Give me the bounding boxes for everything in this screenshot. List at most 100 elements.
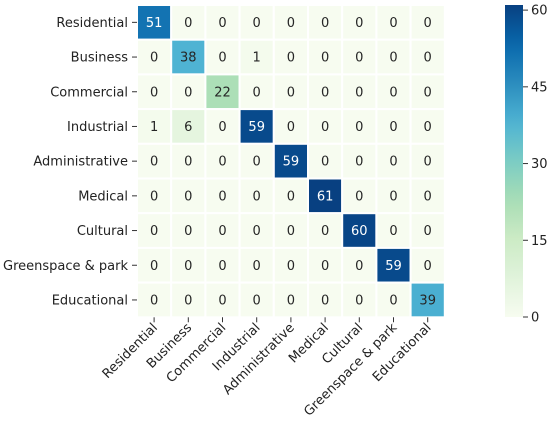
cell-value-label: 22: [214, 85, 231, 100]
cell-value-label: 51: [146, 16, 163, 31]
cell-value-label: 0: [218, 16, 226, 31]
cell-value-label: 0: [253, 293, 261, 308]
cell-value-label: 0: [287, 85, 295, 100]
cell-value-label: 0: [355, 155, 363, 170]
cell-value-label: 0: [389, 189, 397, 204]
cell-value-label: 0: [321, 16, 329, 31]
heatmap-cell: [341, 38, 378, 76]
cell-value-label: 0: [184, 224, 192, 239]
cell-value-label: 0: [355, 189, 363, 204]
cell-value-label: 0: [218, 293, 226, 308]
heatmap-cell: [341, 281, 378, 319]
heatmap-cell: [307, 177, 344, 215]
cell-value-label: 0: [321, 120, 329, 135]
cell-value-label: 0: [389, 155, 397, 170]
cell-value-label: 59: [385, 259, 402, 274]
heatmap-cell: [341, 212, 378, 249]
heatmap-cell: [307, 246, 344, 284]
cell-value-label: 0: [355, 51, 363, 66]
cell-value-label: 0: [424, 51, 432, 66]
heatmap-cell: [136, 73, 173, 111]
heatmap-cell: [409, 108, 446, 145]
cell-value-label: 39: [419, 293, 436, 308]
cell-value-label: 0: [218, 224, 226, 239]
cell-value-label: 0: [150, 293, 158, 308]
heatmap-cell: [170, 281, 207, 319]
cell-value-label: 0: [389, 51, 397, 66]
heatmap-cell: [272, 177, 309, 215]
cell-value-label: 0: [389, 120, 397, 135]
cell-value-label: 0: [389, 85, 397, 100]
cell-value-label: 0: [253, 16, 261, 31]
cell-value-label: 0: [150, 259, 158, 274]
cell-value-label: 0: [150, 224, 158, 239]
row-label: Greenspace & park: [3, 259, 128, 274]
cell-value-label: 0: [424, 259, 432, 274]
colorbar-tick-label: 15: [531, 234, 548, 249]
row-label: Administrative: [33, 155, 128, 170]
cell-value-label: 0: [253, 155, 261, 170]
cell-value-label: 0: [321, 51, 329, 66]
cell-value-label: 6: [184, 120, 192, 135]
row-label: Industrial: [67, 120, 128, 135]
cell-value-label: 0: [355, 120, 363, 135]
cell-value-label: 0: [355, 293, 363, 308]
cell-value-label: 0: [287, 16, 295, 31]
colorbar: 0 15 30 45 60: [505, 4, 548, 326]
cell-value-label: 0: [355, 259, 363, 274]
row-labels: Residential Business Commercial Industrial A…: [3, 16, 137, 308]
cell-value-label: 0: [424, 120, 432, 135]
heatmap-cell: [409, 73, 446, 111]
cell-value-label: 0: [389, 293, 397, 308]
row-label: Business: [71, 51, 129, 66]
cell-value-label: 0: [150, 189, 158, 204]
cell-value-label: 0: [218, 120, 226, 135]
cell-value-label: 0: [184, 259, 192, 274]
cell-value-label: 0: [184, 155, 192, 170]
cell-value-label: 60: [351, 224, 368, 239]
heatmap-cell: [272, 212, 309, 249]
heatmap-cell: [272, 73, 309, 111]
cell-value-label: 0: [355, 16, 363, 31]
cell-value-label: 0: [287, 224, 295, 239]
heatmap-cell: [409, 281, 446, 319]
heatmap-cell: [375, 38, 412, 76]
cell-value-label: 0: [253, 189, 261, 204]
heatmap-cell: [375, 4, 412, 41]
cell-value-label: 0: [355, 85, 363, 100]
heatmap-cell: [409, 246, 446, 284]
cell-value-label: 0: [389, 224, 397, 239]
cell-value-label: 0: [321, 224, 329, 239]
colorbar-tick-label: 45: [531, 80, 548, 95]
row-label: Medical: [78, 189, 128, 204]
heatmap-cell: [272, 246, 309, 284]
colorbar-tick-label: 60: [531, 4, 548, 19]
heatmap-cells: 51 0 0 0 0 0 0 0 00 38 0 1 0 0 0 0 00 0 22 0 0 0 0 0 01 6 0 59 0 0 0 0 0…: [136, 4, 446, 319]
cell-value-label: 0: [150, 51, 158, 66]
cell-value-label: 1: [253, 51, 261, 66]
cell-value-label: 0: [321, 85, 329, 100]
cell-value-label: 59: [248, 120, 265, 135]
cell-value-label: 0: [184, 85, 192, 100]
heatmap-cell: [170, 73, 207, 111]
cell-value-label: 0: [184, 189, 192, 204]
heatmap-cell: [409, 177, 446, 215]
cell-value-label: 0: [150, 85, 158, 100]
cell-value-label: 0: [253, 224, 261, 239]
cell-value-label: 0: [218, 189, 226, 204]
cell-value-label: 0: [287, 51, 295, 66]
colorbar-tick-label: 30: [531, 157, 548, 172]
cell-value-label: 0: [218, 155, 226, 170]
cell-value-label: 0: [150, 155, 158, 170]
cell-value-label: 0: [424, 85, 432, 100]
cell-value-label: 1: [150, 120, 158, 135]
cell-value-label: 0: [253, 259, 261, 274]
row-label: Residential: [56, 16, 128, 31]
cell-value-label: 0: [321, 155, 329, 170]
cell-value-label: 0: [287, 120, 295, 135]
cell-value-label: 0: [184, 293, 192, 308]
cell-value-label: 0: [287, 189, 295, 204]
cell-value-label: 0: [218, 259, 226, 274]
heatmap-cell: [204, 177, 241, 215]
